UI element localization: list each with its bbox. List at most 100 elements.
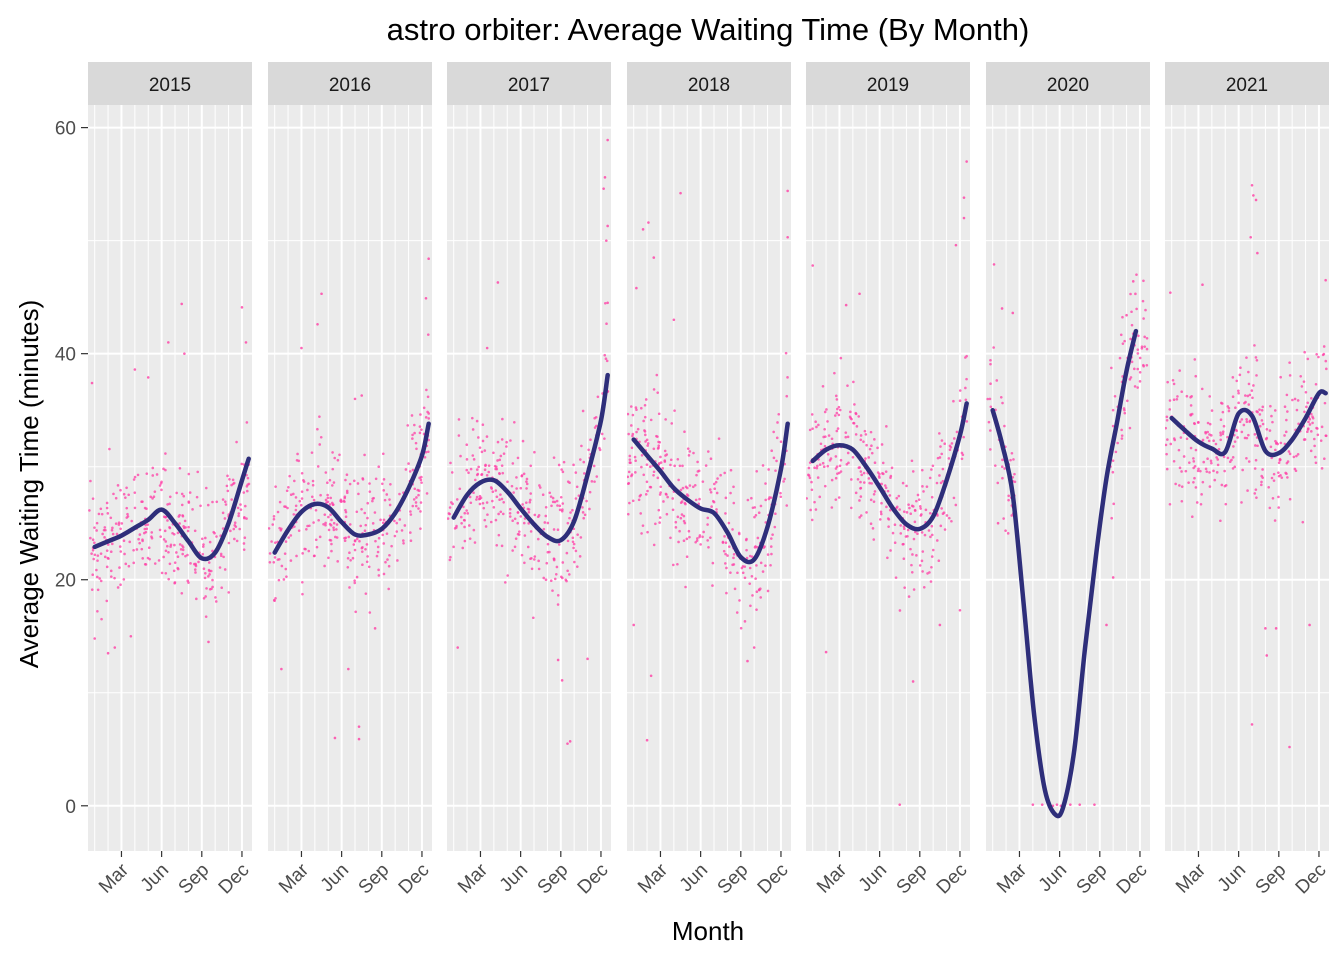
data-point (1215, 456, 1218, 459)
data-point (1308, 623, 1311, 627)
data-point (458, 487, 462, 491)
data-point (573, 560, 576, 564)
data-point (137, 537, 140, 541)
data-point (897, 494, 901, 498)
data-point (835, 411, 839, 415)
data-point (1304, 390, 1308, 394)
data-point (864, 457, 867, 460)
data-point (406, 424, 410, 427)
data-point (884, 470, 888, 473)
data-point (297, 529, 301, 532)
data-point (1093, 803, 1096, 806)
data-point (684, 585, 687, 589)
data-point (1296, 452, 1300, 456)
data-point (1313, 437, 1316, 441)
data-point (112, 492, 115, 496)
data-point (559, 495, 563, 499)
data-point (522, 521, 526, 525)
data-point (178, 467, 182, 470)
data-point (122, 539, 126, 543)
data-point (715, 491, 719, 495)
data-point (1250, 183, 1254, 187)
data-point (1196, 469, 1200, 473)
data-point (645, 480, 649, 484)
data-point (287, 536, 291, 539)
data-point (738, 599, 741, 602)
data-point (745, 548, 748, 552)
data-point (939, 524, 943, 528)
data-point (506, 574, 510, 577)
data-point (200, 537, 204, 541)
data-point (774, 469, 777, 472)
data-point (1188, 461, 1191, 464)
data-point (808, 428, 812, 432)
data-point (227, 591, 231, 594)
data-point (1165, 452, 1168, 456)
data-point (132, 478, 136, 481)
data-point (336, 458, 340, 462)
data-point (643, 415, 647, 419)
data-point (920, 531, 924, 534)
data-point (1168, 399, 1172, 402)
data-point (529, 530, 533, 533)
data-point (638, 494, 642, 498)
data-point (381, 452, 385, 456)
data-point (1258, 408, 1261, 411)
data-point (462, 505, 465, 509)
data-point (316, 465, 320, 468)
data-point (336, 560, 340, 563)
data-point (299, 503, 303, 507)
data-point (328, 522, 332, 526)
data-point (517, 533, 521, 536)
panel-background (447, 105, 611, 851)
data-point (575, 565, 579, 568)
data-point (483, 449, 487, 452)
data-point (879, 510, 883, 514)
data-point (409, 510, 412, 513)
data-point (830, 478, 834, 482)
data-point (1286, 410, 1289, 413)
data-point (461, 546, 465, 550)
data-point (109, 516, 113, 520)
data-point (106, 512, 110, 515)
data-point (351, 556, 355, 560)
data-point (729, 571, 732, 574)
data-point (333, 736, 337, 740)
data-point (180, 592, 184, 595)
data-point (823, 410, 827, 414)
data-point (245, 489, 249, 493)
data-point (500, 464, 504, 467)
data-point (181, 548, 185, 552)
data-point (724, 512, 727, 515)
data-point (1277, 471, 1280, 474)
data-point (988, 397, 992, 401)
data-point (750, 496, 753, 500)
data-point (211, 500, 214, 504)
data-point (772, 456, 776, 460)
data-point (465, 509, 469, 512)
data-point (960, 457, 964, 461)
data-point (542, 527, 546, 531)
panel-plot-area (268, 105, 432, 851)
data-point (999, 395, 1003, 399)
data-point (688, 450, 692, 453)
data-point (1254, 356, 1258, 359)
data-point (652, 473, 655, 477)
data-point (501, 417, 504, 421)
data-point (763, 545, 766, 548)
data-point (1111, 576, 1115, 579)
data-point (694, 498, 698, 502)
data-point (958, 399, 962, 403)
data-point (578, 555, 582, 558)
data-point (353, 579, 356, 582)
data-point (1222, 424, 1226, 428)
data-point (292, 513, 296, 516)
data-point (1251, 396, 1254, 400)
data-point (1256, 410, 1259, 414)
data-point (1111, 408, 1115, 412)
data-point (807, 466, 811, 470)
data-point (329, 513, 332, 517)
data-point (557, 543, 561, 546)
data-point (472, 491, 475, 495)
data-point (272, 515, 276, 518)
